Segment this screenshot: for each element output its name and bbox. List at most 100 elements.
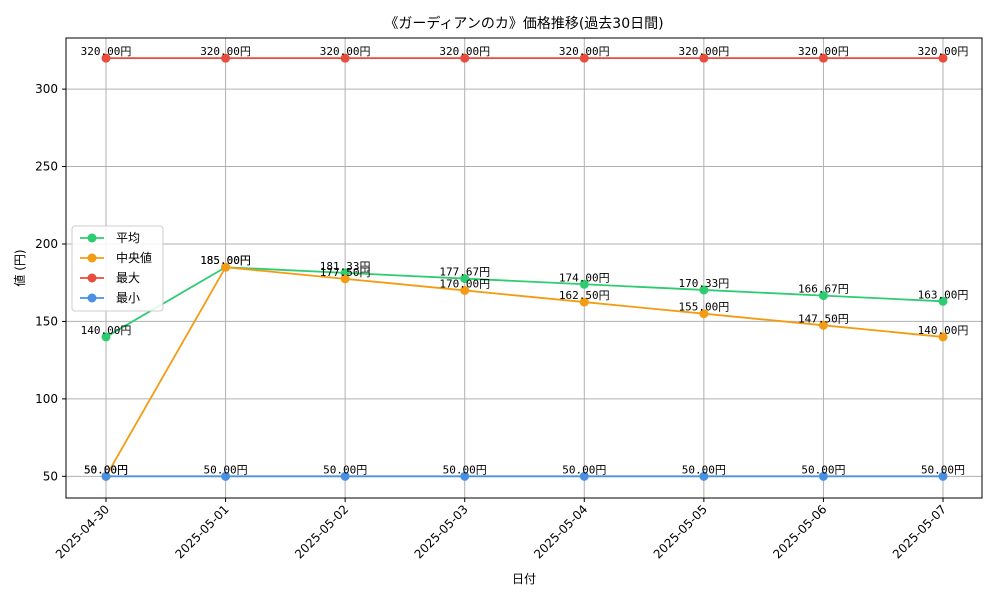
grid — [66, 38, 982, 498]
data-point — [938, 471, 948, 481]
data-label: 163.00円 — [918, 288, 969, 301]
data-label: 162.50円 — [559, 289, 610, 302]
data-label: 166.67円 — [798, 283, 849, 296]
series-3 — [101, 471, 948, 481]
legend-swatch-marker — [87, 273, 97, 283]
x-axis-title: 日付 — [512, 572, 536, 586]
data-label: 50.00円 — [443, 463, 487, 476]
x-tick-label: 2025-05-04 — [531, 502, 590, 561]
data-label: 50.00円 — [562, 463, 606, 476]
data-point — [340, 471, 350, 481]
data-point — [699, 285, 709, 295]
data-label: 50.00円 — [84, 463, 128, 476]
legend-swatch-marker — [87, 233, 97, 243]
data-label: 320.00円 — [678, 45, 729, 58]
data-point — [460, 471, 470, 481]
data-label: 177.67円 — [439, 266, 490, 279]
y-tick-label: 50 — [43, 469, 58, 483]
legend-box — [71, 225, 164, 312]
data-point — [699, 471, 709, 481]
data-label: 170.00円 — [439, 277, 490, 290]
y-tick-label: 150 — [35, 314, 58, 328]
data-point — [101, 53, 111, 63]
data-point — [460, 53, 470, 63]
data-label: 320.00円 — [798, 45, 849, 58]
data-label: 185.00円 — [200, 254, 251, 267]
data-label: 170.33円 — [678, 277, 729, 290]
chart-title: 《ガーディアンのカ》価格推移(過去30日間) — [384, 15, 663, 32]
data-point — [460, 285, 470, 295]
x-tick-label: 2025-05-01 — [172, 502, 231, 561]
data-point — [221, 53, 231, 63]
data-label: 50.00円 — [204, 463, 248, 476]
data-point — [818, 320, 828, 330]
legend-label: 中央値 — [116, 250, 152, 265]
data-point — [818, 471, 828, 481]
data-point — [699, 309, 709, 319]
x-tick-label: 2025-05-07 — [890, 502, 949, 561]
series-0 — [101, 262, 948, 342]
series-line — [105, 266, 944, 338]
axes: 50 100 150 200 250 300 2025-04-30 2025-05-01 202… — [35, 37, 983, 561]
data-point — [818, 291, 828, 301]
legend-label: 平均 — [116, 231, 140, 245]
data-point — [101, 471, 111, 481]
data-label: 320.00円 — [559, 45, 610, 58]
y-tick-label: 200 — [35, 237, 58, 251]
series-2 — [101, 53, 948, 63]
y-tick-label: 300 — [35, 82, 58, 96]
legend-swatch-marker — [87, 253, 97, 263]
data-labels: 140.00円 185.00円 181.33円 177.67円 174.00円 170.3… — [81, 45, 969, 476]
y-tick-label: 250 — [35, 160, 58, 174]
data-point — [938, 53, 948, 63]
data-point — [221, 471, 231, 481]
data-point — [579, 53, 589, 63]
data-point — [579, 297, 589, 307]
data-point — [938, 332, 948, 342]
y-axis-title: 値 (円) — [12, 249, 27, 286]
data-point — [340, 274, 350, 284]
y-tick-label: 100 — [35, 392, 58, 406]
data-label: 174.00円 — [559, 271, 610, 284]
data-point — [938, 296, 948, 306]
series-line — [105, 266, 944, 477]
data-label: 320.00円 — [320, 45, 371, 58]
data-label: 320.00円 — [200, 45, 251, 58]
data-point — [818, 53, 828, 63]
x-tick-label: 2025-05-02 — [292, 502, 351, 561]
plot-frame — [65, 37, 983, 499]
data-point — [460, 274, 470, 284]
data-label: 50.00円 — [801, 463, 845, 476]
data-label: 50.00円 — [682, 463, 726, 476]
data-label: 147.50円 — [798, 312, 849, 325]
data-point — [221, 262, 231, 272]
legend-label: 最大 — [116, 271, 140, 285]
data-label: 185.00円 — [200, 254, 251, 267]
data-point — [579, 279, 589, 289]
legend-swatch-marker — [87, 293, 97, 303]
x-tick-label: 2025-04-30 — [53, 502, 112, 561]
x-tick-label: 2025-05-03 — [412, 502, 471, 561]
data-point — [340, 53, 350, 63]
data-label: 50.00円 — [323, 463, 367, 476]
x-tick-label: 2025-05-05 — [651, 502, 710, 561]
data-point — [699, 53, 709, 63]
data-point — [579, 471, 589, 481]
data-label: 50.00円 — [921, 463, 965, 476]
data-label: 177.50円 — [320, 266, 371, 279]
series-layer — [101, 53, 948, 481]
legend-label: 最小 — [116, 291, 140, 305]
data-label: 320.00円 — [81, 45, 132, 58]
data-label: 155.00円 — [678, 301, 729, 314]
data-point — [101, 332, 111, 342]
data-label: 320.00円 — [918, 45, 969, 58]
data-label: 50.00円 — [84, 463, 128, 476]
data-label: 181.33円 — [320, 260, 371, 273]
x-tick-label: 2025-05-06 — [770, 502, 829, 561]
data-label: 140.00円 — [81, 324, 132, 337]
data-label: 140.00円 — [918, 324, 969, 337]
data-label: 320.00円 — [439, 45, 490, 58]
